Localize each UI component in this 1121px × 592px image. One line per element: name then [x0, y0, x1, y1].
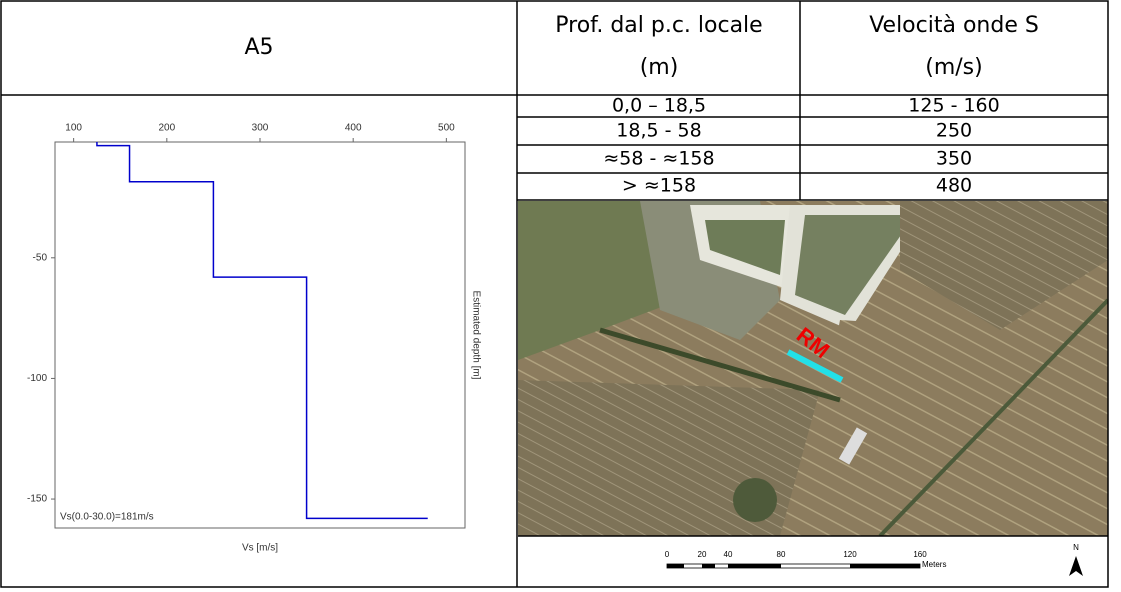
north-arrow — [1069, 556, 1083, 576]
page: RM 0 20 40 80 120 160 Meters N A5 Prof. … — [0, 0, 1121, 588]
column-header: (m) — [640, 55, 679, 80]
table-cell: 480 — [936, 175, 972, 197]
column-header: Velocità onde S — [869, 13, 1039, 38]
x-tick-label: 400 — [345, 123, 362, 134]
vs-profile — [97, 142, 428, 518]
y-tick-label: -50 — [33, 252, 48, 263]
y-tick-label: -100 — [27, 373, 47, 384]
table-cell: 250 — [936, 120, 972, 142]
table-cell: ≈58 - ≈158 — [603, 148, 714, 170]
north-label: N — [1073, 543, 1079, 552]
table-cell: 0,0 – 18,5 — [612, 95, 706, 117]
plot-frame — [55, 142, 465, 528]
scale-unit: Meters — [922, 560, 946, 569]
scale-label: 40 — [724, 550, 733, 559]
scale-label: 160 — [913, 550, 927, 559]
column-header: (m/s) — [925, 55, 982, 80]
scale-label: 80 — [777, 550, 786, 559]
y-axis-label: Estimated depth [m] — [470, 291, 481, 380]
scale-label: 20 — [698, 550, 707, 559]
table-title: A5 — [244, 35, 273, 60]
table-cell: 18,5 - 58 — [616, 120, 701, 142]
x-tick-label: 200 — [158, 123, 175, 134]
x-tick-label: 100 — [65, 123, 82, 134]
scale-label: 120 — [843, 550, 857, 559]
x-tick-label: 300 — [252, 123, 269, 134]
scale-bar: 0 20 40 80 120 160 Meters — [665, 550, 947, 569]
map-image — [518, 201, 1108, 536]
scale-label: 0 — [665, 550, 670, 559]
annotation: Vs(0.0-30.0)=181m/s — [60, 512, 154, 523]
x-tick-label: 500 — [438, 123, 455, 134]
table-cell: 350 — [936, 148, 972, 170]
table-cell: 125 - 160 — [908, 95, 999, 117]
column-header: Prof. dal p.c. locale — [555, 13, 762, 38]
table-cell: > ≈158 — [622, 175, 696, 197]
x-axis-label: Vs [m/s] — [242, 543, 278, 554]
y-tick-label: -150 — [27, 494, 47, 505]
